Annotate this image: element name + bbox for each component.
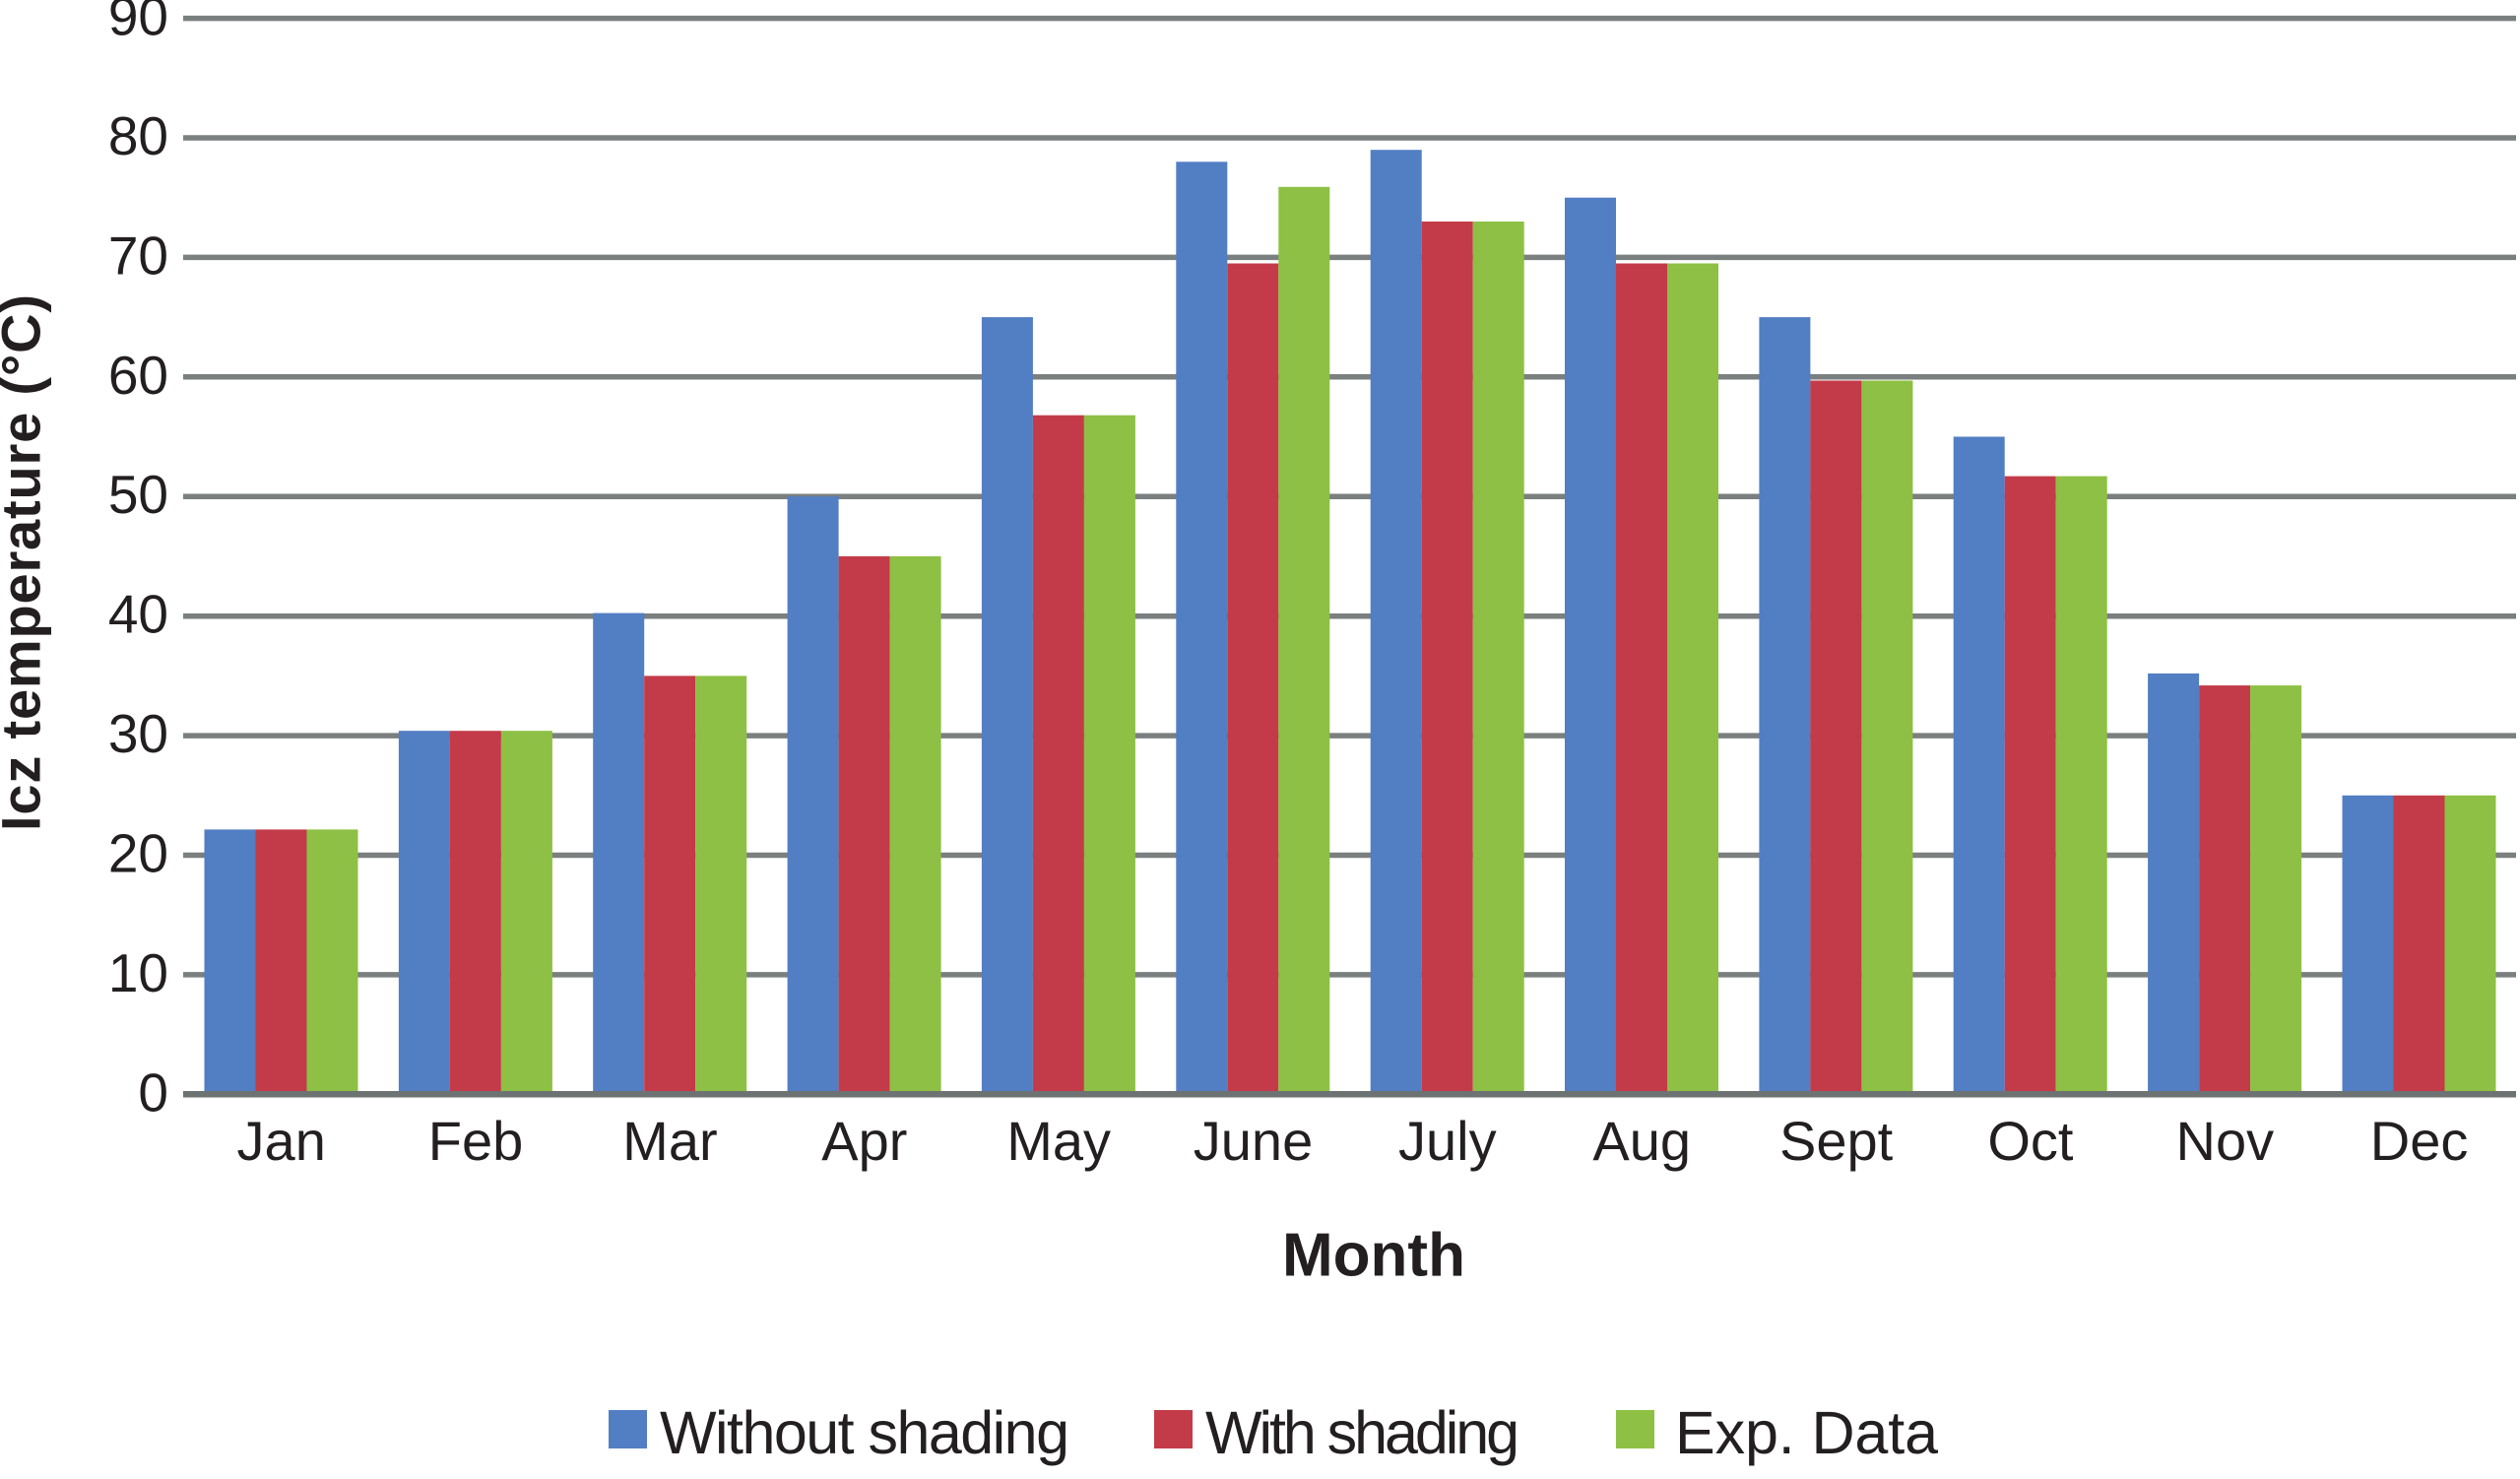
svg-text:With shading: With shading — [1205, 1399, 1519, 1466]
svg-text:Feb: Feb — [428, 1110, 524, 1172]
svg-text:10: 10 — [108, 942, 168, 1003]
svg-text:20: 20 — [108, 823, 168, 884]
svg-text:60: 60 — [108, 345, 168, 406]
svg-text:Exp. Data: Exp. Data — [1675, 1399, 1938, 1466]
svg-text:Jan: Jan — [237, 1110, 326, 1172]
svg-text:Dec: Dec — [2370, 1110, 2469, 1172]
svg-text:70: 70 — [108, 225, 168, 286]
svg-text:July: July — [1398, 1110, 1497, 1172]
svg-text:Nov: Nov — [2176, 1110, 2275, 1172]
svg-text:Oct: Oct — [1987, 1110, 2074, 1172]
svg-text:50: 50 — [108, 464, 168, 525]
svg-text:Without shading: Without shading — [660, 1399, 1069, 1466]
svg-text:June: June — [1194, 1110, 1313, 1172]
svg-text:Sept: Sept — [1779, 1110, 1894, 1172]
svg-text:30: 30 — [108, 703, 168, 764]
svg-text:Aug: Aug — [1592, 1110, 1691, 1172]
svg-text:Mar: Mar — [622, 1110, 717, 1172]
svg-text:40: 40 — [108, 584, 168, 645]
svg-text:0: 0 — [138, 1061, 168, 1123]
svg-text:May: May — [1006, 1110, 1111, 1172]
svg-text:90: 90 — [108, 0, 168, 47]
svg-text:80: 80 — [108, 105, 168, 166]
svg-text:Icz temperature (°C): Icz temperature (°C) — [0, 294, 52, 831]
svg-text:Month: Month — [1282, 1222, 1465, 1290]
svg-text:Apr: Apr — [821, 1110, 907, 1172]
